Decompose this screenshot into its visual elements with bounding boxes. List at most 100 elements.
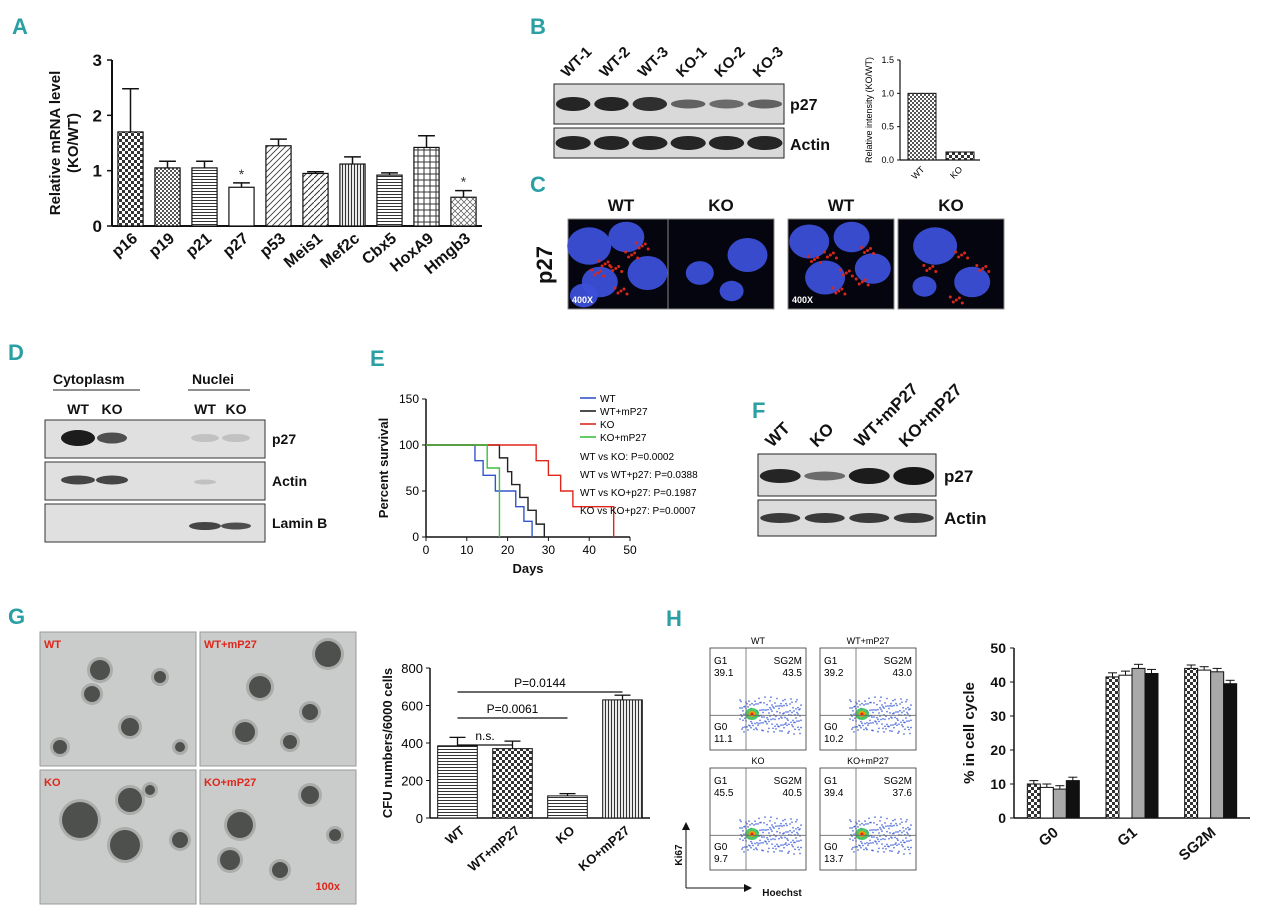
gate-value-sg2m: 43.5 xyxy=(783,668,803,679)
flow-event xyxy=(903,830,905,832)
flow-event xyxy=(868,697,870,700)
flow-event xyxy=(797,706,799,709)
flow-event xyxy=(860,840,862,843)
flow-event xyxy=(764,840,766,843)
p27-stain xyxy=(606,260,610,264)
flow-event xyxy=(897,719,899,722)
colony xyxy=(227,812,253,838)
flow-event xyxy=(881,843,883,846)
flow-event xyxy=(867,823,869,825)
nucleus xyxy=(727,238,768,272)
flow-event xyxy=(775,835,777,838)
lane-label: WT xyxy=(194,401,216,417)
flow-event xyxy=(880,816,882,819)
chart-g-cfu: 0 200 400 600 800 CFU numbers/6000 cells WTWT+… xyxy=(380,661,650,874)
flow-event xyxy=(795,820,797,823)
p27-stain xyxy=(922,264,926,267)
x-tick-label: WT xyxy=(442,823,467,848)
nucleus xyxy=(685,261,714,285)
flow-event xyxy=(870,842,872,844)
gate-label: G1 xyxy=(824,656,838,667)
flow-event xyxy=(763,821,765,824)
band-p27 xyxy=(893,467,935,485)
y-tick-label: 2 xyxy=(93,106,102,125)
colony xyxy=(329,829,341,841)
flow-event xyxy=(777,725,779,728)
band-p27 xyxy=(848,468,890,484)
flow-event xyxy=(906,840,908,843)
flow-event xyxy=(787,711,789,713)
band-p27 xyxy=(632,97,668,111)
flow-event xyxy=(772,837,774,840)
flow-event xyxy=(739,838,741,840)
flow-event xyxy=(856,822,858,825)
colony xyxy=(172,832,188,848)
flow-event xyxy=(742,710,744,712)
flow-event xyxy=(764,696,766,699)
flow-cytometry-h: WTG139.1SG2M43.5G011.1WT+mP27G139.2SG2M4… xyxy=(674,636,917,899)
gate-label: G0 xyxy=(714,842,728,853)
flow-event xyxy=(851,835,853,838)
flow-event xyxy=(874,840,876,843)
flow-event xyxy=(898,723,900,726)
flow-event xyxy=(742,726,744,729)
p27-stain xyxy=(602,274,606,278)
flow-event xyxy=(880,696,882,699)
lane-label: KO-2 xyxy=(711,43,748,80)
flow-event xyxy=(786,844,788,847)
flow-event xyxy=(882,727,884,730)
flow-event xyxy=(904,728,906,731)
p27-stain xyxy=(633,251,637,255)
flow-event xyxy=(782,712,784,715)
p27-stain xyxy=(951,300,955,304)
y-tick-label: 800 xyxy=(401,661,423,676)
nucleus xyxy=(954,266,991,298)
flow-event xyxy=(789,709,791,712)
flow-event xyxy=(780,844,782,847)
nucleus xyxy=(805,260,846,295)
flow-event xyxy=(867,724,869,727)
band-actin xyxy=(555,136,591,150)
flow-event xyxy=(776,697,778,700)
flow-event xyxy=(908,828,910,831)
x-tick-label: KO+mP27 xyxy=(575,823,632,874)
lane-label: WT xyxy=(67,401,89,417)
flow-event xyxy=(800,846,802,849)
flow-event xyxy=(850,820,852,823)
flow-event xyxy=(874,816,876,819)
flow-event xyxy=(888,827,890,830)
flow-event xyxy=(906,711,908,714)
x-tick-label-p21: p21 xyxy=(183,230,215,261)
flow-event xyxy=(788,850,790,853)
flow-event xyxy=(853,705,855,708)
lane-label: WT-3 xyxy=(635,43,672,80)
immunofluorescence-c: WT KO WT KO 400X 400X p27 xyxy=(532,196,1005,310)
p27-stain xyxy=(636,256,640,260)
flow-event xyxy=(769,699,771,702)
flow-event xyxy=(864,842,866,845)
flow-event xyxy=(789,823,791,825)
flow-event xyxy=(739,718,741,720)
flow-event xyxy=(743,731,745,733)
row-label-p27: p27 xyxy=(944,467,973,486)
band-actin xyxy=(849,513,890,523)
flow-event xyxy=(897,839,899,842)
p27-stain xyxy=(978,269,982,272)
gate-label: G0 xyxy=(824,842,838,853)
flow-event xyxy=(891,705,893,707)
flow-event xyxy=(890,724,892,727)
flow-event xyxy=(897,852,899,854)
flow-event xyxy=(757,724,759,727)
flow-event xyxy=(906,720,908,723)
x-tick-label: KO xyxy=(948,164,964,180)
flow-event xyxy=(852,726,854,729)
flow-event xyxy=(886,697,888,700)
if-header: WT xyxy=(608,196,635,215)
flow-event xyxy=(743,851,745,853)
flow-event xyxy=(756,848,758,851)
flow-event xyxy=(903,841,905,844)
flow-event xyxy=(749,823,751,826)
bar-sg2m-2 xyxy=(1210,671,1225,819)
